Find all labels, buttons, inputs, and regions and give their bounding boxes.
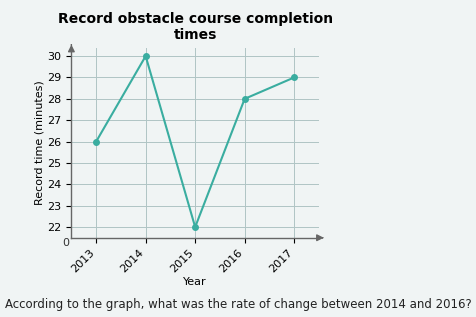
Title: Record obstacle course completion
times: Record obstacle course completion times xyxy=(58,12,333,42)
X-axis label: Year: Year xyxy=(183,277,207,287)
Text: According to the graph, what was the rate of change between 2014 and 2016?: According to the graph, what was the rat… xyxy=(5,298,472,311)
Y-axis label: Record time (minutes): Record time (minutes) xyxy=(35,80,45,205)
Text: 0: 0 xyxy=(62,238,69,248)
